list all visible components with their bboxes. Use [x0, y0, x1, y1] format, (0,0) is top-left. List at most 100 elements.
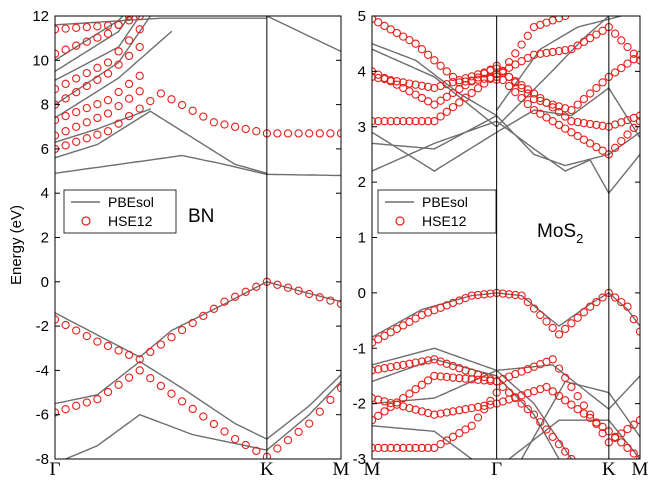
mos2-legend-marker-swatch — [395, 216, 405, 226]
mos2-hse12-marker-2-4 — [392, 398, 402, 407]
mos2-hse12-marker-8-12 — [442, 67, 451, 76]
bn-hse12-marker-2-13 — [188, 106, 197, 115]
bn-hse12-marker-5-4 — [93, 75, 102, 84]
mos2-hse12-marker-2-30 — [554, 440, 564, 449]
bn-hse12-marker-2-26 — [326, 129, 335, 138]
mos2-hse12-marker-2-26 — [529, 410, 539, 419]
mos2-hse12-marker-6-36 — [592, 120, 601, 130]
mos2-hse12-marker-2-14 — [455, 374, 464, 383]
mos2-hse12-marker-0-28 — [542, 317, 551, 326]
bn-pbesol-band-6 — [55, 30, 173, 119]
mos2-hse12-marker-3-0 — [372, 393, 377, 403]
bn-hse12-marker-2-16 — [220, 120, 229, 129]
mos2-data-layer — [372, 16, 640, 459]
bn-hse12-marker-1-1 — [61, 405, 70, 414]
mos2-hse12-marker-8-7 — [411, 39, 420, 48]
bn-hse12-marker-6-3 — [82, 68, 91, 78]
mos2-kpoint-label-1: Γ — [491, 459, 502, 480]
mos2-hse12-marker-0-5 — [399, 321, 408, 330]
mos2-hse12-marker-5-39 — [610, 143, 620, 152]
mos2-hse12-marker-2-27 — [536, 417, 545, 427]
bn-pbesol-band-5 — [55, 108, 151, 143]
mos2-hse12-marker-5-33 — [573, 131, 582, 141]
bn-hse12-marker-3-3 — [82, 118, 91, 127]
mos2-hse12-marker-1-7 — [411, 358, 420, 367]
bn-hse12-marker-1-23 — [294, 427, 303, 437]
mos2-hse12-marker-10-2 — [504, 57, 514, 67]
mos2-hse12-marker-5-31 — [561, 124, 570, 133]
mos2-hse12-marker-2-24 — [517, 399, 526, 408]
mos2-hse12-marker-10-1 — [498, 66, 508, 76]
bn-hse12-marker-2-10 — [156, 89, 166, 98]
mos2-ytick-label-4: 1 — [358, 230, 366, 247]
mos2-hse12-marker-5-42 — [629, 123, 638, 133]
mos2-hse12-marker-3-35 — [585, 413, 595, 423]
mos2-hse12-marker-4-12 — [442, 436, 451, 445]
bn-hse12-marker-0-23 — [294, 286, 303, 295]
bn-ytick-label-6: 4 — [41, 185, 49, 202]
mos2-hse12-marker-2-28 — [542, 425, 551, 434]
bn-hse12-marker-7-4 — [93, 33, 102, 42]
bn-kpoint-label-0: Γ — [50, 459, 61, 480]
mos2-pbesol-band-3 — [372, 358, 560, 459]
mos2-hse12-marker-9-9 — [548, 47, 557, 57]
bn-hse12-marker-6-8 — [135, 25, 144, 34]
mos2-hse12-marker-5-43 — [635, 117, 640, 126]
mos2-hse12-marker-4-17 — [473, 413, 483, 422]
bn-hse12-marker-2-18 — [241, 124, 250, 134]
mos2-hse12-marker-8-9 — [423, 50, 433, 59]
mos2-hse12-marker-4-2 — [380, 443, 389, 453]
mos2-hse12-marker-7-28 — [542, 98, 551, 107]
mos2-hse12-marker-0-39 — [610, 293, 620, 302]
mos2-hse12-marker-8-18 — [480, 74, 489, 83]
bn-hse12-marker-7-1 — [61, 45, 70, 54]
bn-hse12-marker-6-7 — [124, 36, 134, 45]
mos2-hse12-marker-5-17 — [473, 84, 483, 93]
bn-hse12-marker-2-8 — [135, 104, 144, 113]
mos2-hse12-marker-2-1 — [374, 411, 383, 420]
bn-hse12-marker-3-1 — [61, 127, 70, 136]
mos2-hse12-marker-7-24 — [517, 83, 526, 93]
mos2-hse12-marker-4-8 — [417, 443, 427, 453]
mos2-hse12-marker-1-3 — [386, 362, 395, 372]
mos2-hse12-marker-1-1 — [374, 365, 383, 374]
mos2-hse12-marker-3-34 — [579, 409, 589, 418]
mos2-hse12-marker-2-25 — [523, 405, 532, 414]
mos2-hse12-marker-10-11 — [561, 16, 570, 21]
bn-legend: PBEsol HSE12 — [63, 189, 177, 234]
mos2-hse12-marker-9-17 — [598, 26, 607, 35]
bn-hse12-marker-0-15 — [209, 304, 219, 313]
bn-hse12-marker-6-2 — [72, 74, 81, 83]
mos2-hse12-marker-9-23 — [635, 56, 640, 65]
bn-hse12-marker-2-24 — [305, 129, 314, 138]
mos2-pbesol-band-9 — [372, 87, 640, 172]
mos2-hse12-marker-9-11 — [561, 45, 570, 55]
mos2-hse12-marker-0-27 — [536, 310, 545, 320]
bn-ytick-label-5: 2 — [41, 230, 49, 247]
mos2-hse12-marker-3-11 — [436, 409, 445, 418]
bn-hse12-marker-4-5 — [103, 96, 113, 105]
bn-ytick-label-1: -6 — [36, 407, 49, 424]
mos2-hse12-marker-1-34 — [579, 401, 589, 410]
mos2-hse12-marker-1-29 — [548, 355, 557, 364]
mos2-hse12-marker-4-13 — [448, 432, 458, 441]
mos2-hse12-marker-0-37 — [598, 293, 607, 302]
bn-hse12-marker-2-21 — [273, 129, 282, 138]
bn-hse12-marker-5-3 — [82, 81, 91, 91]
mos2-hse12-marker-0-40 — [617, 297, 626, 307]
bn-hse12-marker-2-9 — [146, 96, 155, 106]
bn-pbesol-band-9 — [55, 16, 130, 73]
mos2-hse12-marker-7-9 — [423, 97, 433, 106]
mos2-hse12-marker-0-6 — [405, 317, 414, 327]
bn-pbesol-band-0 — [55, 281, 341, 358]
mos2-hse12-marker-4-14 — [455, 429, 464, 438]
mos2-hse12-marker-2-16 — [467, 375, 476, 384]
mos2-hse12-marker-8-0 — [372, 16, 377, 23]
mos2-hse12-marker-0-33 — [573, 313, 582, 322]
bn-hse12-marker-4-4 — [93, 100, 102, 109]
mos2-hse12-marker-4-1 — [374, 443, 383, 453]
bn-hse12-marker-0-25 — [315, 293, 324, 302]
mos2-hse12-marker-4-7 — [411, 443, 420, 453]
mos2-hse12-marker-7-31 — [561, 104, 570, 113]
mos2-hse12-marker-7-41 — [623, 59, 632, 68]
